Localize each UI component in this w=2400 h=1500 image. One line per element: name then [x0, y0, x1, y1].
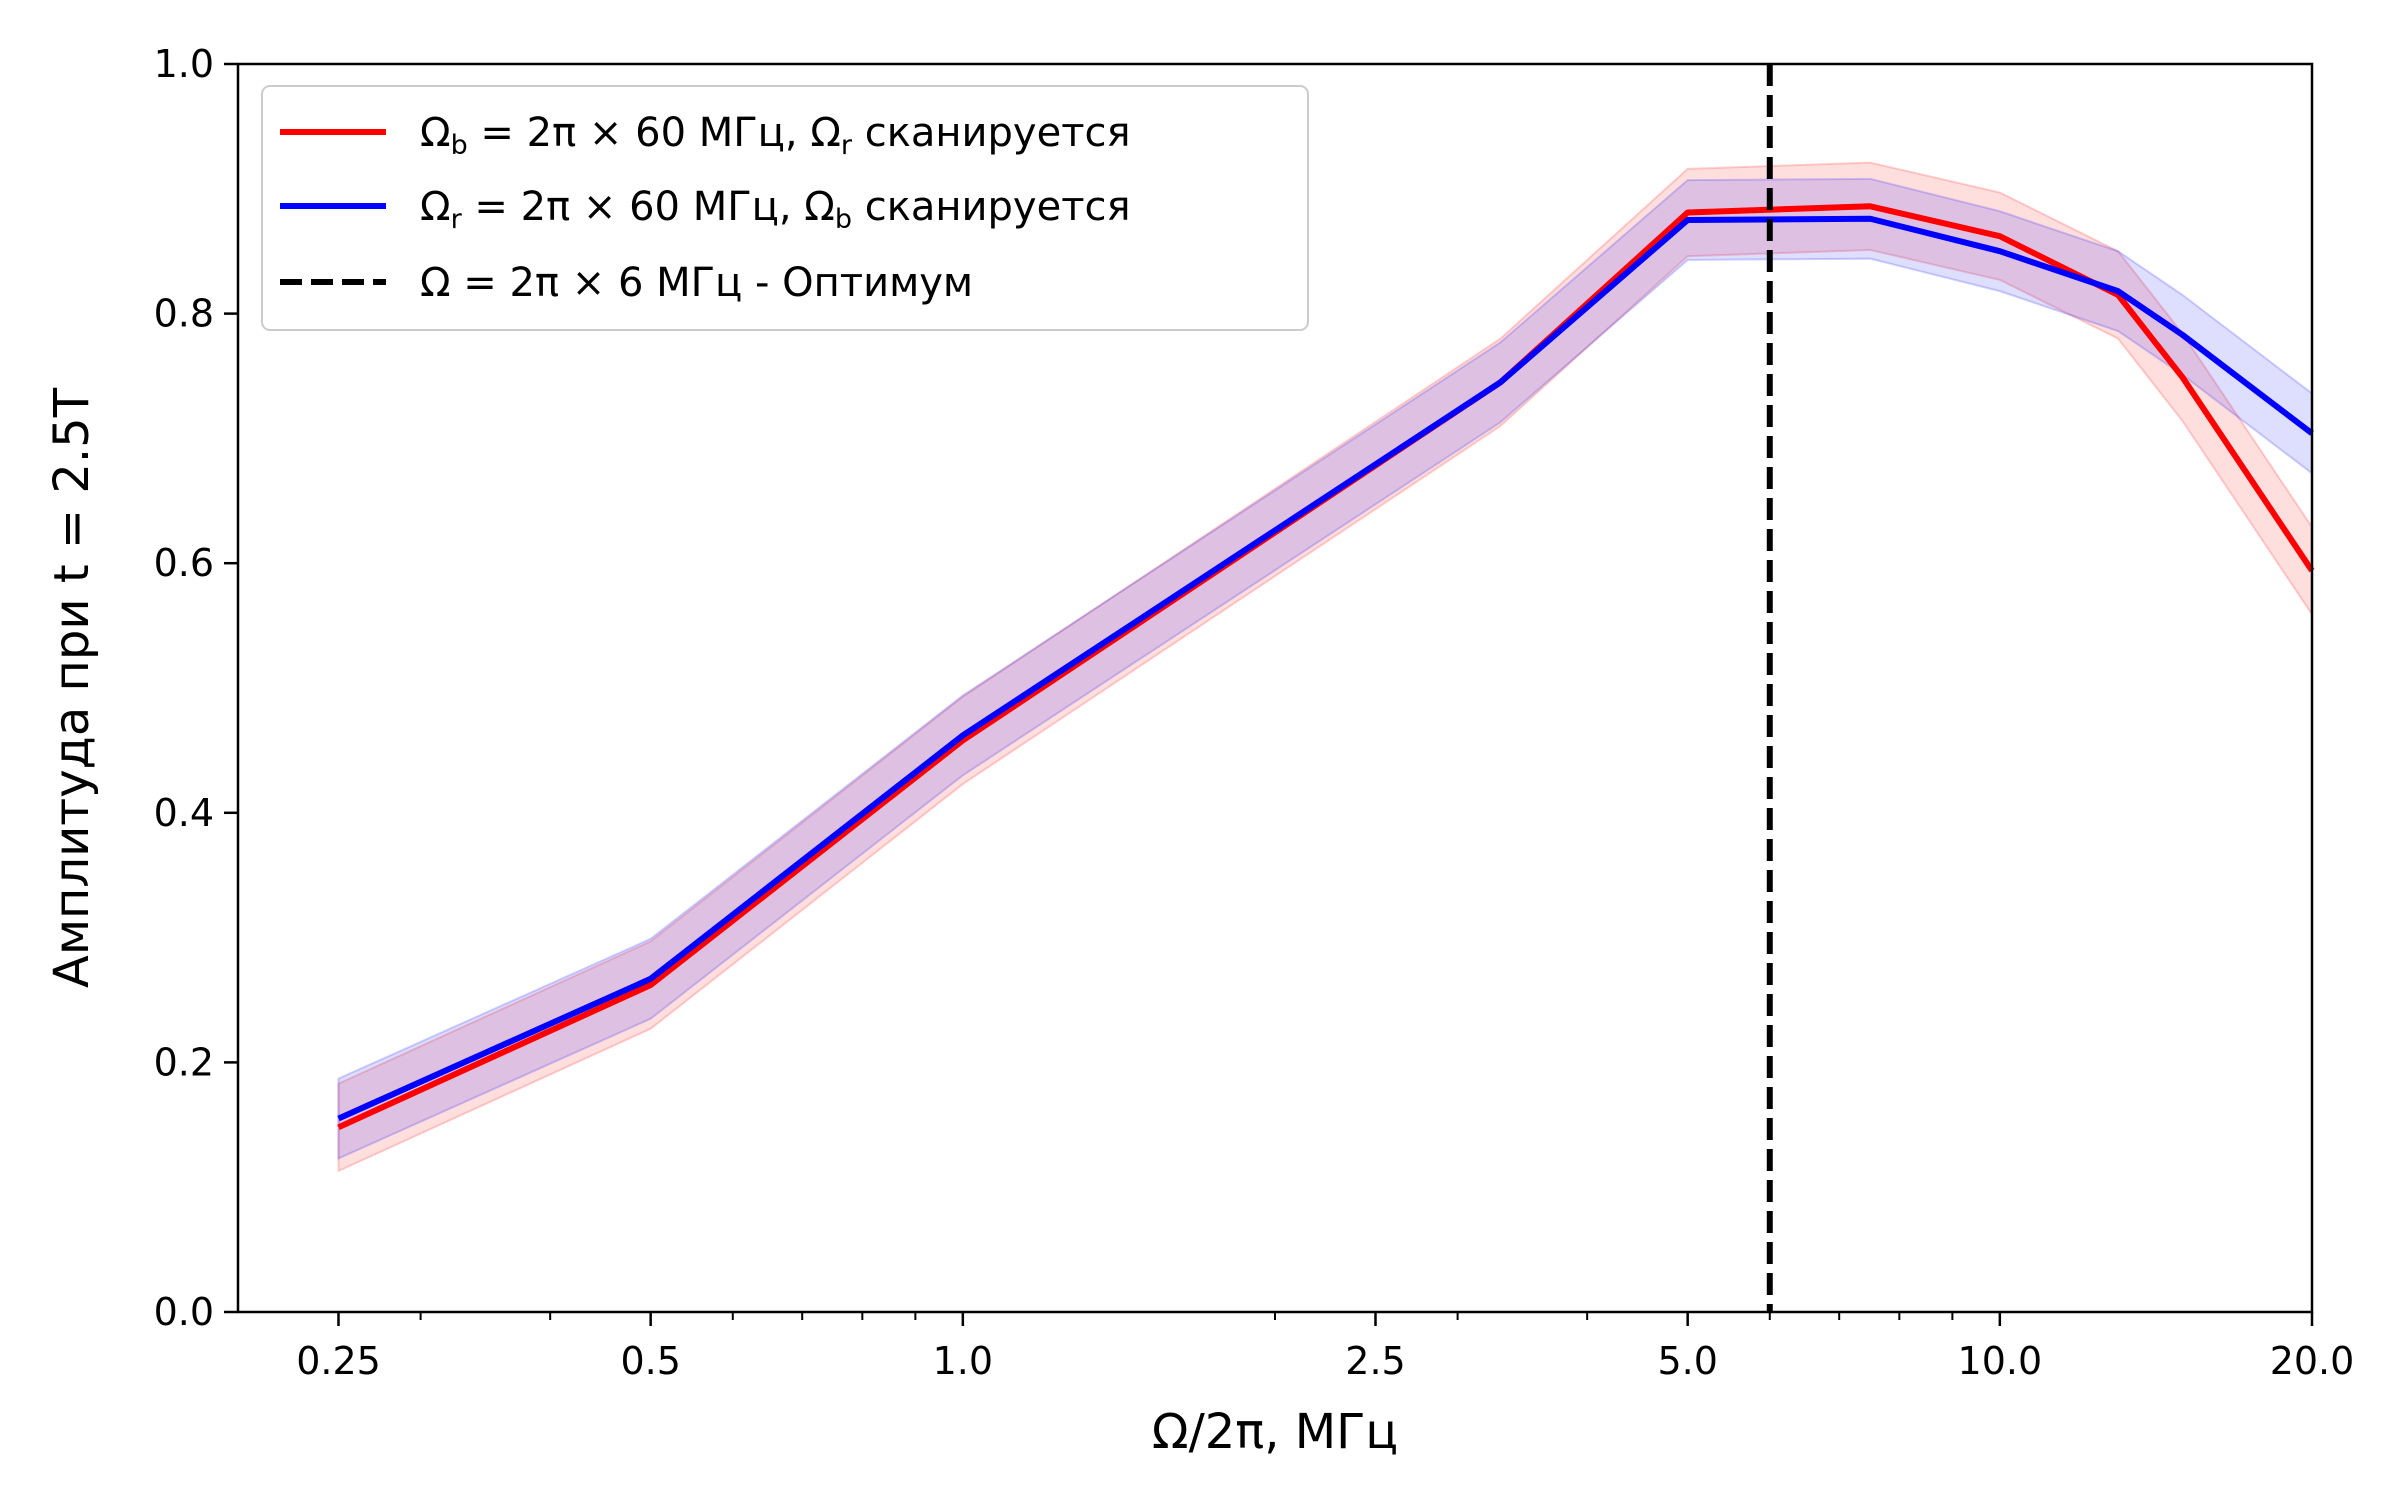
x-tick-label-5: 10.0: [1958, 1339, 2043, 1383]
x-axis-label: Ω/2π, МГц: [1152, 1404, 1398, 1460]
series-lines: [337, 203, 2315, 1131]
legend-label-1: Ωr = 2π × 60 МГц, Ωb сканируется: [420, 184, 1131, 235]
y-axis-label: Амплитуда при t = 2.5T: [44, 387, 100, 988]
x-tick-label-3: 2.5: [1345, 1339, 1405, 1383]
y-tick-label-1: 0.2: [154, 1040, 214, 1084]
series-line-1: [337, 215, 2314, 1122]
legend-label-optimum: Ω = 2π × 6 МГц - Оптимум: [420, 260, 973, 306]
y-tick-label-2: 0.4: [154, 791, 214, 835]
x-tick-label-1: 0.5: [620, 1339, 680, 1383]
y-tick-label-5: 1.0: [154, 42, 214, 86]
y-tick-label-3: 0.6: [154, 541, 214, 585]
y-tick-label-4: 0.8: [154, 292, 214, 336]
x-tick-label-2: 1.0: [933, 1339, 993, 1383]
x-tick-label-4: 5.0: [1657, 1339, 1717, 1383]
legend-label-0: Ωb = 2π × 60 МГц, Ωr сканируется: [420, 110, 1131, 161]
x-axis-ticks: 0.25 0.5 1.0 2.5 5.0 10.0 20.0: [296, 1312, 2354, 1383]
series-line-0: [337, 203, 2315, 1131]
y-tick-label-0: 0.0: [154, 1290, 214, 1334]
legend-box: [261, 85, 1309, 331]
legend: Ωb = 2π × 60 МГц, Ωr сканируется Ωr = 2π …: [261, 85, 1309, 331]
x-tick-label-0: 0.25: [296, 1339, 381, 1383]
x-tick-label-6: 20.0: [2270, 1339, 2355, 1383]
y-axis-ticks: 0.0 0.2 0.4 0.6 0.8 1.0: [154, 42, 238, 1334]
